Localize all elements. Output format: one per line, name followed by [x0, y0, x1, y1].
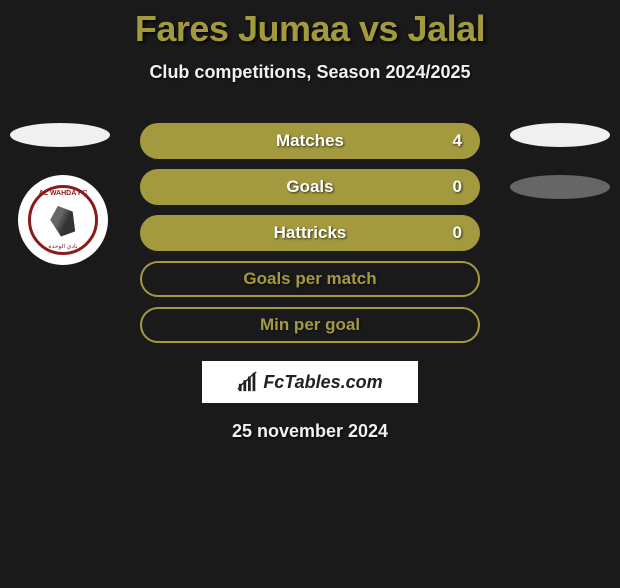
player-marker-right: [510, 175, 610, 199]
bar-chart-icon: [237, 371, 259, 393]
stat-value-right: 0: [453, 223, 462, 243]
logo-emblem-icon: [44, 201, 82, 239]
club-logo-inner: AL WAHDA FC نادي الوحدة: [28, 185, 98, 255]
brand-box[interactable]: FcTables.com: [202, 361, 418, 403]
stat-label: Goals: [286, 177, 333, 197]
subtitle: Club competitions, Season 2024/2025: [0, 62, 620, 83]
right-dots-column: [510, 123, 610, 227]
left-dots-column: [10, 123, 110, 175]
stat-label: Min per goal: [260, 315, 360, 335]
stat-value-right: 4: [453, 131, 462, 151]
stats-area: AL WAHDA FC نادي الوحدة Matches4Goals0Ha…: [0, 123, 620, 442]
stat-row: Goals per match: [140, 261, 480, 297]
stat-row: Matches 4: [140, 123, 480, 159]
player-marker-right: [510, 123, 610, 147]
stat-row: Min per goal: [140, 307, 480, 343]
club-logo: AL WAHDA FC نادي الوحدة: [18, 175, 108, 265]
stat-row: Hattricks 0: [140, 215, 480, 251]
stat-label: Goals per match: [243, 269, 376, 289]
stat-label: Matches: [276, 131, 344, 151]
stat-row: Goals 0: [140, 169, 480, 205]
stat-value-right: 0: [453, 177, 462, 197]
logo-text-top: AL WAHDA FC: [39, 190, 88, 197]
player-marker-left: [10, 123, 110, 147]
brand-text: FcTables.com: [263, 372, 382, 393]
stat-label: Hattricks: [274, 223, 347, 243]
page-title: Fares Jumaa vs Jalal: [0, 8, 620, 50]
logo-text-bottom: نادي الوحدة: [48, 243, 77, 250]
date-text: 25 november 2024: [0, 421, 620, 442]
